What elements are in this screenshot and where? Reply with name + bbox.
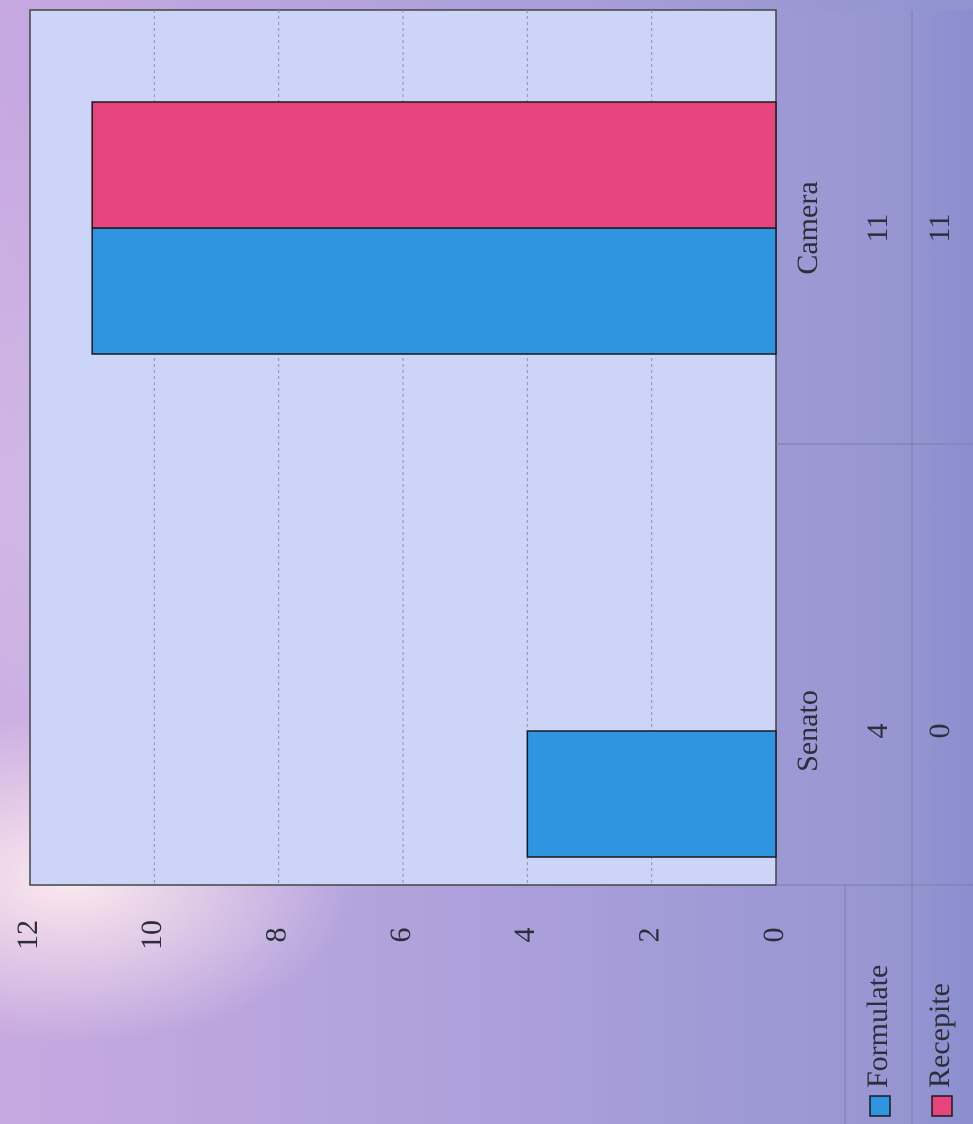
value-axis-ticks: 0 2 4 6 8 10 12 [11,920,790,950]
tick-label: 12 [11,920,44,950]
tick-label: 2 [633,928,666,943]
tick-label: 6 [384,928,417,943]
tick-label: 4 [508,928,541,943]
bar-recepite-camera [91,101,777,229]
data-table-cell: 11 [861,214,894,243]
data-table: Senato Camera 4 11 0 11 [776,10,973,1124]
legend-swatch-recepite [931,1095,953,1117]
legend-label-recepite: Recepite [923,983,956,1088]
legend: Formulate Recepite [861,965,956,1117]
bar-formulate-senato [526,730,777,858]
data-table-cell: 0 [923,724,956,739]
data-table-cell: 4 [861,724,894,739]
legend-swatch-formulate [869,1095,891,1117]
tick-label: 10 [135,920,168,950]
category-label: Senato [791,690,824,772]
category-label: Camera [791,181,824,274]
tick-label: 0 [757,928,790,943]
bars [91,101,777,858]
legend-label-formulate: Formulate [861,965,894,1088]
bar-formulate-camera [91,227,777,355]
tick-label: 8 [260,928,293,943]
data-table-background [776,10,973,1124]
data-table-cell: 11 [923,214,956,243]
